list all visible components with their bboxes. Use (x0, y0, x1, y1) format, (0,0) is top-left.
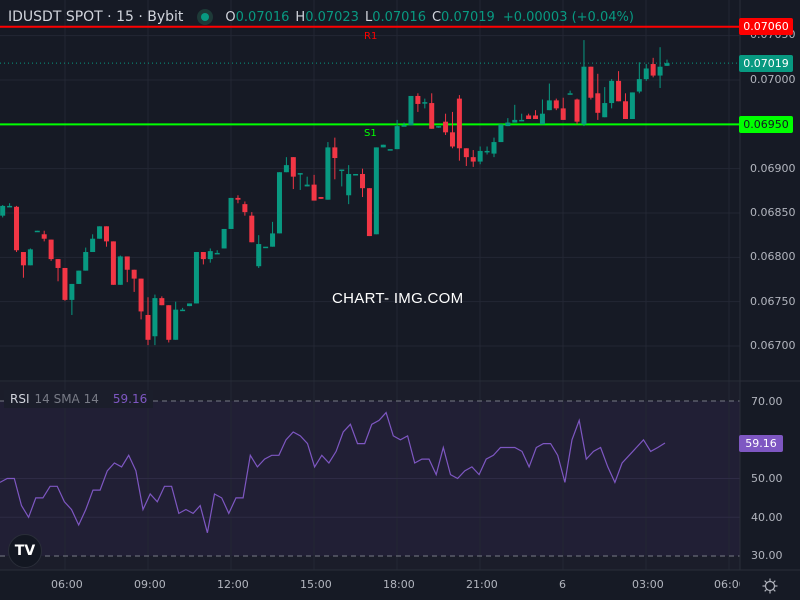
time-tick: 03:00 (632, 578, 664, 591)
price-tick: 0.07000 (750, 73, 796, 86)
high-label: H (295, 9, 306, 25)
time-tick: 18:00 (383, 578, 415, 591)
price-tick: 0.06700 (750, 339, 796, 352)
price-tick: 0.06850 (750, 206, 796, 219)
low-label: L (364, 9, 373, 25)
time-tick: 21:00 (466, 578, 498, 591)
open-value: 0.07016 (235, 9, 290, 25)
last-price-tag: 0.07019 (739, 55, 793, 72)
price-tick: 0.06800 (750, 250, 796, 263)
tradingview-logo[interactable]: TV (8, 534, 42, 568)
rsi-value: 59.16 (112, 392, 148, 406)
rsi-tick: 30.00 (751, 549, 783, 562)
settings-gear-icon[interactable] (762, 578, 778, 594)
time-tick: 06:00 (714, 578, 740, 591)
time-tick: 09:00 (134, 578, 166, 591)
time-tick: 15:00 (300, 578, 332, 591)
high-value: 0.07023 (305, 9, 359, 25)
market-status-icon (197, 9, 214, 25)
open-label: O (225, 9, 236, 25)
resistance-price-tag: 0.07060 (739, 18, 793, 35)
time-tick: 06:00 (51, 578, 83, 591)
rsi-tick: 50.00 (751, 472, 783, 485)
rsi-legend[interactable]: RSI 14 SMA 14 59.16 (4, 390, 154, 408)
time-tick: 6 (559, 578, 566, 591)
rsi-tick: 70.00 (751, 395, 783, 408)
time-tick: 12:00 (217, 578, 249, 591)
price-tick: 0.06750 (750, 295, 796, 308)
close-label: C (431, 9, 442, 25)
symbol-legend: IDUSDT SPOT · 15 · Bybit O 0.07016 H 0.070… (8, 7, 634, 27)
price-tick: 0.06900 (750, 162, 796, 175)
rsi-params: 14 SMA 14 (34, 392, 99, 406)
rsi-tick: 40.00 (751, 511, 783, 524)
rsi-name: RSI (10, 392, 30, 406)
low-value: 0.07016 (372, 9, 426, 25)
close-value: 0.07019 (441, 9, 495, 25)
support-price-tag: 0.06950 (739, 116, 793, 133)
change-value: +0.00003 (+0.04%) (502, 9, 634, 25)
symbol-title[interactable]: IDUSDT SPOT · 15 · Bybit (8, 9, 184, 25)
watermark: CHART- IMG.COM (332, 290, 464, 307)
s1-label: S1 (364, 128, 377, 139)
rsi-value-tag: 59.16 (739, 435, 783, 452)
r1-label: R1 (364, 31, 378, 42)
